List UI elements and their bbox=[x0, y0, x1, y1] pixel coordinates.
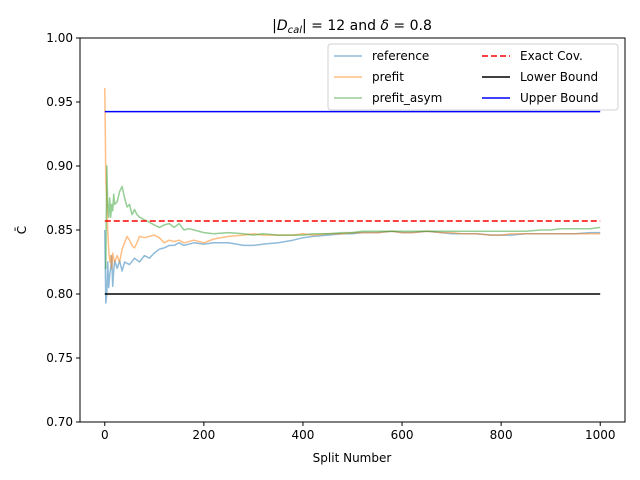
x-tick-label: 800 bbox=[490, 428, 513, 442]
legend: reference prefit prefit_asym Exact Cov. Lowe… bbox=[327, 43, 619, 111]
legend-label: reference bbox=[372, 49, 429, 63]
series-layer bbox=[104, 87, 601, 304]
title-part-bar-open: | bbox=[272, 18, 277, 34]
y-tick-label: 0.70 bbox=[46, 415, 73, 429]
chart-title: |Dcal| = 12 and δ = 0.8 bbox=[272, 18, 432, 36]
legend-label: prefit_asym bbox=[372, 91, 442, 105]
legend-label: Exact Cov. bbox=[520, 49, 583, 63]
title-part-delta: δ bbox=[380, 18, 389, 34]
legend-box bbox=[327, 43, 619, 111]
y-tick-label: 0.85 bbox=[46, 223, 73, 237]
x-axis-label: Split Number bbox=[313, 451, 392, 465]
y-tick-label: 0.95 bbox=[46, 95, 73, 109]
series-line-prefit bbox=[104, 87, 601, 270]
y-axis-label: C̄ bbox=[15, 226, 29, 234]
x-axis-ticks: 0 200 400 600 800 1000 bbox=[101, 422, 616, 442]
legend-label: prefit bbox=[372, 70, 404, 84]
y-axis-ticks: 0.70 0.75 0.80 0.85 0.90 0.95 1.00 bbox=[46, 31, 80, 429]
legend-label: Upper Bound bbox=[520, 91, 599, 105]
x-tick-label: 0 bbox=[101, 428, 109, 442]
title-part-d: D bbox=[277, 18, 288, 34]
x-tick-label: 400 bbox=[292, 428, 315, 442]
x-tick-label: 200 bbox=[192, 428, 215, 442]
title-part-middle: | = 12 and bbox=[302, 18, 380, 34]
x-tick-label: 1000 bbox=[585, 428, 616, 442]
title-part-end: = 0.8 bbox=[389, 18, 432, 34]
legend-label: Lower Bound bbox=[520, 70, 598, 84]
y-tick-label: 0.75 bbox=[46, 351, 73, 365]
x-tick-label: 600 bbox=[391, 428, 414, 442]
series-line-prefit-asym bbox=[104, 165, 601, 270]
y-tick-label: 0.80 bbox=[46, 287, 73, 301]
y-tick-label: 0.90 bbox=[46, 159, 73, 173]
y-tick-label: 1.00 bbox=[46, 31, 73, 45]
title-part-subscript: cal bbox=[288, 25, 303, 36]
